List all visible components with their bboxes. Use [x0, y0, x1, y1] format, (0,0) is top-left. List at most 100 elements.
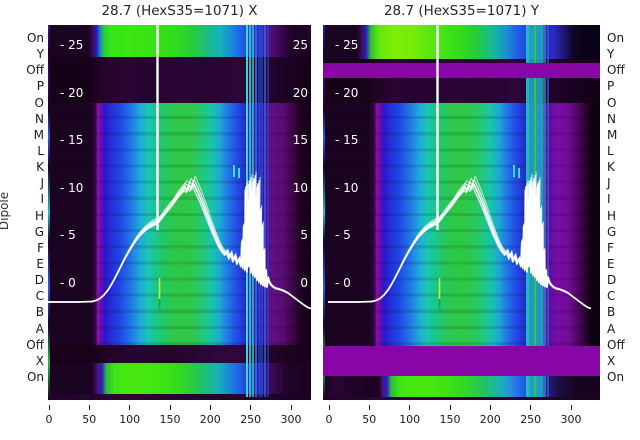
row-label-left-h-11: H [34, 208, 44, 223]
row-label-left-on-0: On [26, 31, 44, 45]
row-label-left-off-19: Off [26, 337, 44, 352]
row-label-right-h-11: H [607, 208, 617, 223]
ytick-label-right-20: 20 [292, 85, 308, 100]
x-tick-100 [129, 405, 131, 410]
x-tick-250 [530, 405, 532, 410]
bright-vertical-line-6 [267, 25, 269, 397]
row-label-left-p-3: P [36, 79, 44, 94]
row-label-right-b-17: B [607, 305, 616, 320]
ytick-label-left-15: - 15 [60, 133, 84, 148]
row-label-left-b-17: B [35, 305, 44, 320]
x-tick-0 [48, 405, 50, 410]
row-label-left-y-1: Y [36, 47, 44, 62]
x-tick-100 [409, 405, 411, 410]
x-tick-150 [169, 405, 171, 410]
profile-trace-4 [328, 180, 592, 309]
x-tick-label-300: 300 [280, 413, 302, 426]
ytick-label-left-10: - 10 [335, 180, 359, 195]
ytick-label-right-10: 10 [292, 180, 308, 195]
row-label-left-off-2: Off [26, 63, 44, 78]
heatmap-panel-y: - 25 - 20 - 15 - 10 - 5 - 0 [323, 25, 600, 400]
row-label-right-j-9: J [607, 176, 611, 191]
profile-trace-4 [48, 180, 311, 309]
row-label-right-off-2: Off [607, 63, 625, 78]
row-label-left-o-4: O [34, 95, 44, 110]
heatmap-band-edge [323, 397, 600, 400]
x-tick-200 [489, 405, 491, 410]
x-tick-0 [328, 405, 330, 410]
ytick-label-left-5: - 5 [60, 228, 76, 243]
profile-curve-overlay [48, 25, 311, 311]
panel-area-right: - 25 - 20 - 15 - 10 - 5 - 0 0 50 100 150 200 250 30… [323, 25, 600, 440]
heatmap-band-top_r [323, 25, 600, 59]
heatmap-band-central_r [323, 103, 600, 346]
heatmap-band-darkA [323, 78, 600, 103]
ytick-label-left-0: - 0 [60, 276, 76, 290]
x-tick-label-150: 150 [159, 413, 181, 426]
row-label-left-k-8: K [36, 160, 44, 175]
x-tick-150 [449, 405, 451, 410]
x-tick-label-0: 0 [45, 413, 53, 426]
row-label-right-e-14: E [607, 257, 615, 271]
x-tick-50 [368, 405, 370, 410]
x-tick-250 [250, 405, 252, 410]
x-tick-label-150: 150 [439, 413, 461, 426]
cyan-dash-0 [513, 165, 515, 177]
row-label-left-c-16: C [35, 289, 44, 304]
profile-trace-2 [48, 181, 311, 310]
profile-trace-0 [48, 178, 311, 310]
x-tick-300 [570, 405, 572, 410]
ytick-label-right-25: 25 [292, 38, 308, 52]
x-tick-200 [209, 405, 211, 410]
ytick-label-left-15: - 15 [335, 133, 359, 148]
x-tick-label-100: 100 [119, 413, 141, 426]
row-label-right-k-8: K [607, 160, 615, 175]
heatmap-panel-x: - 25 - 20 - 15 - 10 - 5 - 0 25 20 15 10 5 0 [48, 25, 311, 400]
panel-area-left: - 25- 20- 15- 10- 5- 0 25 20 15 10 5 0 0 50 100 1… [46, 25, 311, 440]
row-label-right-l-7: L [607, 144, 614, 158]
row-label-right-n-5: N [607, 111, 616, 126]
heatmap-green-accent [160, 195, 196, 320]
row-label-right-x-20: X [607, 353, 616, 368]
row-label-right-off-19: Off [607, 337, 625, 352]
row-label-left-a-18: A [35, 321, 44, 336]
heatmap-band-darkA [323, 59, 600, 63]
row-label-left-j-9: J [40, 176, 44, 191]
ytick-label-left-10: - 10 [60, 180, 84, 195]
ytick-label-right-0: 0 [300, 276, 308, 290]
x-tick-label-200: 200 [479, 413, 501, 426]
ytick-label-left-20: - 20 [335, 85, 359, 100]
ytick-label-right-15: 15 [292, 133, 308, 148]
panel-right-title: 28.7 (HexS35=1071) Y [383, 3, 540, 19]
x-tick-label-250: 250 [240, 413, 262, 426]
ytick-label-right-5: 5 [300, 228, 308, 243]
row-label-right-on-0: On [607, 31, 625, 45]
x-tick-label-200: 200 [199, 413, 221, 426]
row-label-left-e-14: E [36, 257, 44, 271]
profile-trace-2 [328, 181, 592, 310]
row-label-right-c-16: C [607, 289, 616, 304]
heatmap-band-darkB [48, 345, 311, 363]
row-labels-left-column: On Y Off P O N M L K J I H G F E D C B A Off X On [0, 0, 44, 440]
panel-edge-strip [48, 25, 50, 400]
heatmap-band-purple [323, 63, 600, 78]
row-label-left-i-10: I [40, 192, 44, 207]
x-tick-300 [290, 405, 292, 410]
heatmap-green-accent [440, 195, 476, 320]
row-label-right-f-13: F [607, 240, 614, 255]
row-label-right-i-10: I [607, 192, 611, 207]
heatmap-row-shading [323, 103, 600, 346]
row-label-right-p-3: P [607, 79, 615, 94]
heatmap-band-edge [48, 394, 311, 400]
row-label-left-m-6: M [33, 127, 44, 142]
ytick-label-left-25: - 25 [335, 38, 359, 52]
row-labels-right-column: On Y Off P O N M L K J I H G F E D C B A Off X On [607, 0, 640, 440]
row-label-left-f-13: F [37, 240, 44, 255]
x-tick-label-0: 0 [325, 413, 333, 426]
x-tick-label-100: 100 [399, 413, 421, 426]
row-label-left-x-20: X [35, 353, 44, 368]
cyan-dash-1 [238, 168, 240, 178]
row-label-left-g-12: G [34, 224, 44, 239]
ytick-label-left-25: - 25 [60, 38, 84, 52]
